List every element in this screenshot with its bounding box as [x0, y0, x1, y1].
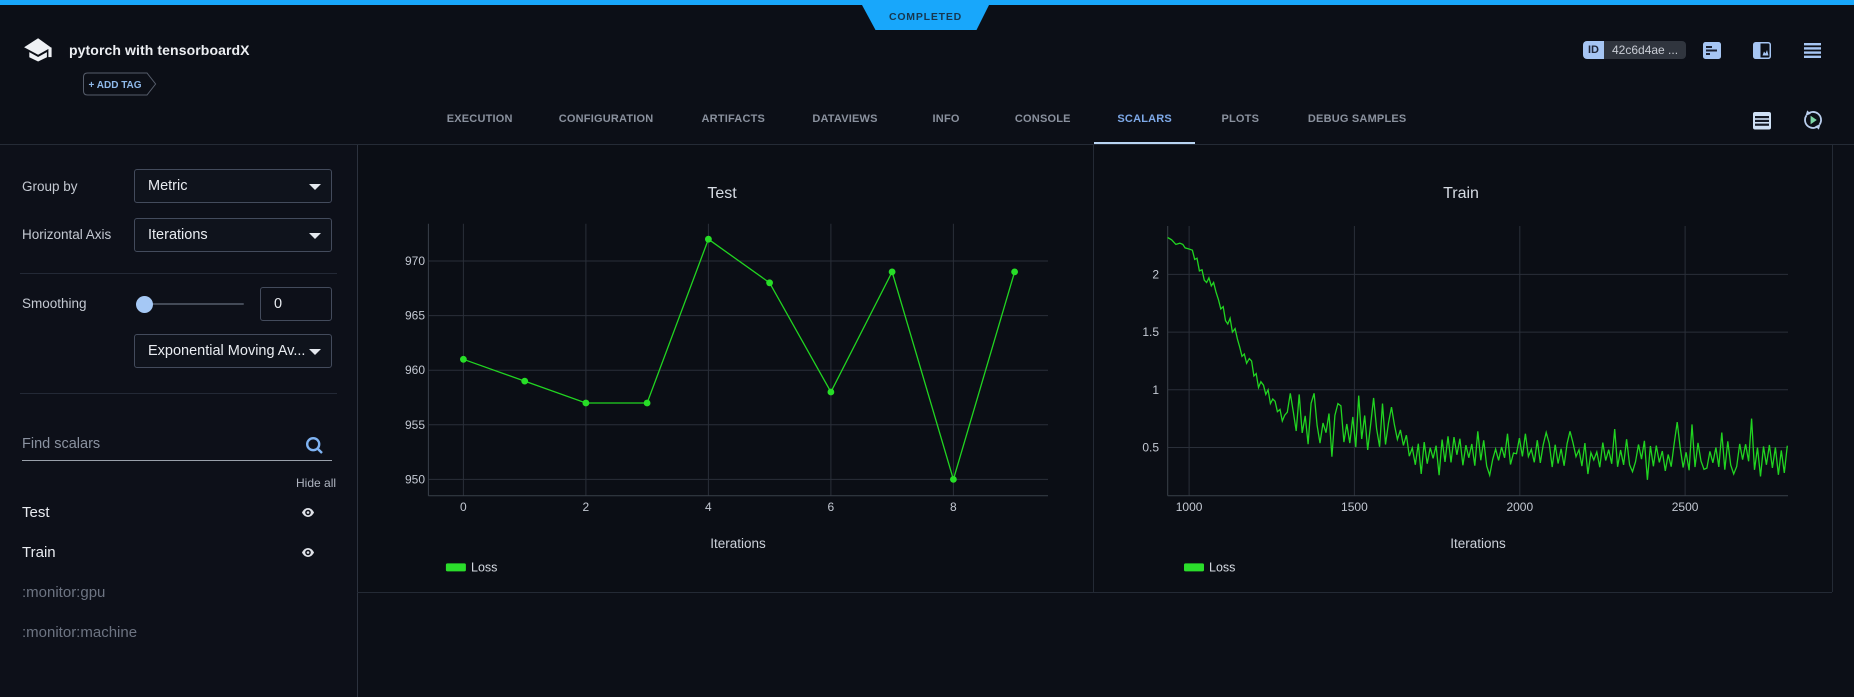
svg-text:+ ADD TAG: + ADD TAG [89, 80, 142, 91]
svg-text:965: 965 [405, 309, 425, 323]
svg-text:Iterations: Iterations [710, 536, 766, 551]
svg-text:2: 2 [1152, 267, 1159, 281]
svg-text:8: 8 [950, 500, 957, 514]
svg-text:4: 4 [705, 500, 712, 514]
svg-text:2500: 2500 [1672, 500, 1699, 514]
svg-text:Train: Train [1443, 185, 1479, 202]
svg-text:0.5: 0.5 [1142, 441, 1159, 455]
svg-text:1000: 1000 [1176, 500, 1203, 514]
svg-text:960: 960 [405, 363, 425, 377]
svg-text:Test: Test [707, 185, 737, 202]
svg-text:1.5: 1.5 [1142, 325, 1159, 339]
svg-text:Iterations: Iterations [1450, 536, 1506, 551]
svg-text:1: 1 [1152, 383, 1159, 397]
svg-text:2: 2 [583, 500, 590, 514]
svg-text:1500: 1500 [1341, 500, 1368, 514]
svg-text:955: 955 [405, 418, 425, 432]
svg-text:970: 970 [405, 254, 425, 268]
svg-text:Loss: Loss [1209, 560, 1235, 574]
svg-text:6: 6 [828, 500, 835, 514]
svg-text:0: 0 [460, 500, 467, 514]
svg-text:950: 950 [405, 472, 425, 486]
svg-text:Loss: Loss [471, 560, 497, 574]
svg-text:2000: 2000 [1506, 500, 1533, 514]
